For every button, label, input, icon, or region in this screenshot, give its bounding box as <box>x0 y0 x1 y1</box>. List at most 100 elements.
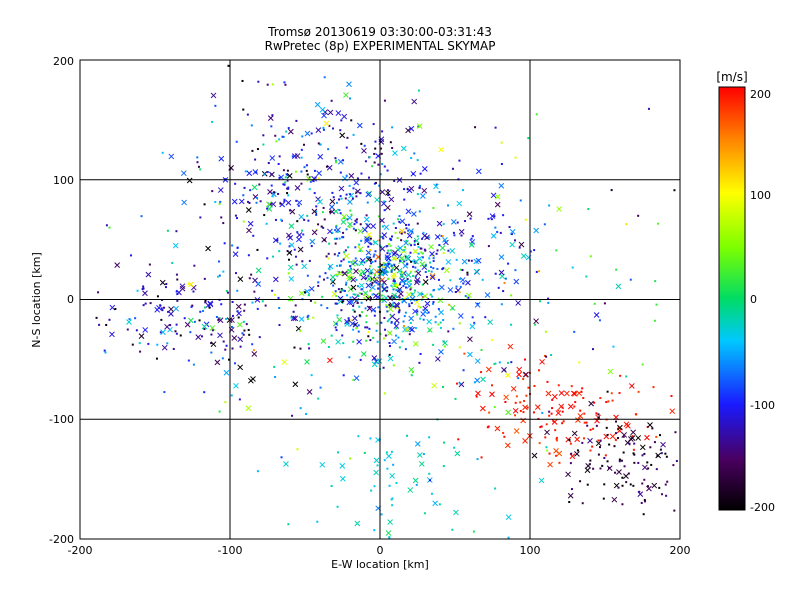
data-point-dot <box>368 272 371 275</box>
data-point-dot <box>357 245 360 248</box>
data-point-dot <box>625 481 628 484</box>
data-point-dot <box>285 130 288 133</box>
scatter-points <box>95 64 678 539</box>
data-point-cross <box>250 376 256 382</box>
data-point-dot <box>387 249 390 252</box>
data-point-dot <box>374 250 377 253</box>
data-point-dot <box>654 280 657 283</box>
data-point-dot <box>354 219 357 222</box>
data-point-dot <box>474 126 477 129</box>
data-point-dot <box>149 302 152 305</box>
data-point-dot <box>343 251 346 254</box>
data-point-cross <box>490 192 497 199</box>
data-point-dot <box>313 169 316 172</box>
data-point-dot <box>674 431 677 434</box>
data-point-dot <box>451 307 454 310</box>
data-point-dot <box>432 257 435 260</box>
data-point-cross <box>298 290 305 297</box>
data-point-dot <box>568 501 571 504</box>
data-point-cross <box>545 390 552 397</box>
data-point-dot <box>252 234 255 237</box>
data-point-dot <box>416 193 419 196</box>
data-point-dot <box>296 220 299 223</box>
data-point-dot <box>193 264 196 267</box>
data-point-cross <box>369 284 376 291</box>
data-point-dot <box>548 452 551 455</box>
data-point-dot <box>670 394 673 397</box>
data-point-dot <box>313 192 316 195</box>
data-point-dot <box>156 295 159 298</box>
data-point-dot <box>308 259 311 262</box>
data-point-dot <box>103 349 106 352</box>
data-point-dot <box>612 345 615 348</box>
data-point-dot <box>330 279 333 282</box>
data-point-dot <box>398 283 401 286</box>
data-point-dot <box>398 309 401 312</box>
data-point-dot <box>271 114 274 117</box>
data-point-dot <box>277 163 280 166</box>
data-point-dot <box>187 359 190 362</box>
data-point-cross <box>412 308 418 315</box>
data-point-dot <box>305 164 308 167</box>
data-point-dot <box>312 180 315 183</box>
data-point-dot <box>391 147 394 150</box>
data-point-dot <box>384 334 387 337</box>
data-point-dot <box>148 263 151 266</box>
data-point-dot <box>389 244 392 247</box>
data-point-dot <box>279 202 282 205</box>
data-point-dot <box>659 448 662 451</box>
data-point-dot <box>278 155 281 158</box>
data-point-dot <box>383 264 386 267</box>
data-point-cross <box>341 213 348 220</box>
data-point-dot <box>352 378 355 381</box>
data-point-dot <box>320 304 323 307</box>
data-point-cross <box>454 450 461 457</box>
data-point-dot <box>507 262 510 265</box>
data-point-dot <box>494 362 497 365</box>
data-point-cross <box>290 315 297 322</box>
data-point-cross <box>286 232 292 239</box>
data-point-dot <box>330 484 333 487</box>
data-point-dot <box>225 344 228 347</box>
data-point-dot <box>280 218 283 221</box>
data-point-dot <box>342 236 345 239</box>
data-point-dot <box>404 279 407 282</box>
data-point-dot <box>204 299 207 302</box>
data-point-dot <box>361 288 364 291</box>
data-point-dot <box>355 218 358 221</box>
data-point-dot <box>373 161 376 164</box>
data-point-dot <box>266 207 269 210</box>
data-point-dot <box>514 414 517 417</box>
data-point-dot <box>429 293 432 296</box>
data-point-dot <box>494 487 497 490</box>
data-point-dot <box>332 284 335 287</box>
data-point-cross <box>453 509 459 516</box>
data-point-dot <box>442 465 445 468</box>
data-point-cross <box>387 519 393 525</box>
data-point-dot <box>208 306 211 309</box>
data-point-dot <box>222 222 225 225</box>
data-point-dot <box>496 230 499 233</box>
data-point-dot <box>615 420 618 423</box>
data-point-dot <box>352 308 355 311</box>
data-point-cross <box>615 283 622 290</box>
data-point-dot <box>391 235 394 238</box>
data-point-cross <box>551 419 558 425</box>
data-point-cross <box>346 275 353 282</box>
data-point-dot <box>504 401 507 404</box>
data-point-dot <box>618 460 621 463</box>
data-point-dot <box>349 209 352 212</box>
data-point-cross <box>237 364 244 371</box>
data-point-dot <box>625 223 628 226</box>
data-point-dot <box>411 371 414 374</box>
data-point-dot <box>544 330 547 333</box>
data-point-dot <box>458 291 461 294</box>
data-point-cross <box>422 293 428 299</box>
data-point-dot <box>108 318 111 321</box>
data-point-dot <box>218 260 221 263</box>
data-point-dot <box>321 211 324 214</box>
data-point-dot <box>418 184 421 187</box>
data-point-cross <box>353 268 359 275</box>
data-point-dot <box>447 330 450 333</box>
data-point-dot <box>599 397 602 400</box>
